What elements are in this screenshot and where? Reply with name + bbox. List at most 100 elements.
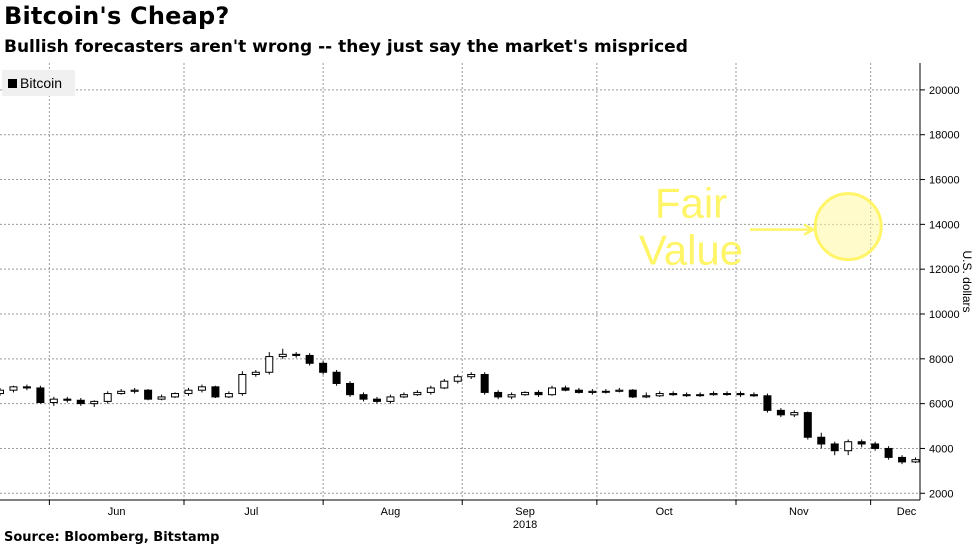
annotation-text-line: Fair bbox=[655, 180, 727, 227]
candle-body-up bbox=[440, 380, 449, 389]
candle-body-up bbox=[278, 353, 287, 358]
legend-label: Bitcoin bbox=[20, 75, 62, 91]
candle-body-down bbox=[22, 386, 31, 389]
candle-body-down bbox=[144, 389, 153, 400]
candle-body-down bbox=[63, 398, 72, 401]
candle-body-up bbox=[413, 391, 422, 396]
x-tick-label: Nov bbox=[789, 506, 809, 518]
candle-body-down bbox=[534, 391, 543, 396]
x-tick-label: Dec bbox=[897, 506, 917, 518]
candle-body-up bbox=[453, 376, 462, 382]
candle-body-up bbox=[386, 396, 395, 402]
candle-body-down bbox=[871, 443, 880, 449]
candle-body-down bbox=[561, 387, 570, 391]
candle-body-down bbox=[76, 399, 85, 405]
candle-body-up bbox=[844, 441, 853, 452]
candle-body-down bbox=[736, 393, 745, 396]
candle-body-up bbox=[723, 393, 732, 396]
candle-body-up bbox=[251, 371, 260, 376]
y-tick-label: 12000 bbox=[929, 264, 960, 276]
grid-layer bbox=[0, 63, 920, 500]
candle-body-up bbox=[467, 374, 476, 378]
y-tick-label: 20000 bbox=[929, 85, 960, 97]
candle-body-up bbox=[507, 394, 516, 398]
candle-body-up bbox=[157, 396, 166, 400]
candle-body-down bbox=[494, 391, 503, 398]
x-tick-label: Aug bbox=[381, 506, 401, 518]
candle-body-up bbox=[9, 386, 18, 391]
candle-body-down bbox=[346, 382, 355, 396]
candle-layer bbox=[0, 348, 920, 465]
candle-body-down bbox=[628, 389, 637, 398]
candle-body-down bbox=[857, 441, 866, 445]
candle-body-down bbox=[319, 362, 328, 373]
candle-body-down bbox=[359, 394, 368, 400]
candle-body-up bbox=[117, 390, 126, 395]
candle-body-down bbox=[332, 371, 341, 384]
candle-body-up bbox=[224, 393, 233, 398]
y-tick-label: 4000 bbox=[929, 443, 953, 455]
candle-body-up bbox=[0, 389, 4, 395]
y-tick-label: 8000 bbox=[929, 354, 953, 366]
y-tick-label: 16000 bbox=[929, 175, 960, 187]
candle-body-up bbox=[709, 393, 718, 396]
x-tick-label: Jul bbox=[244, 506, 258, 518]
x-tick-label: Sep bbox=[515, 506, 535, 518]
axis-layer: 2000 4000 6000 8000 10000 12000 14000 16000 1800… bbox=[0, 63, 974, 531]
candle-body-down bbox=[898, 456, 907, 463]
y-tick-label: 18000 bbox=[929, 130, 960, 142]
y-axis-label: U.S. dollars bbox=[960, 250, 974, 312]
candle-body-up bbox=[601, 390, 610, 393]
candle-body-down bbox=[830, 443, 839, 452]
candle-body-up bbox=[911, 459, 920, 463]
candle-body-down bbox=[574, 389, 583, 393]
candle-body-up bbox=[184, 389, 193, 395]
candle-body-up bbox=[399, 394, 408, 398]
candle-body-down bbox=[211, 386, 220, 398]
candle-body-up bbox=[238, 374, 247, 395]
candle-body-down bbox=[292, 353, 301, 356]
candle-body-up bbox=[521, 391, 530, 396]
chart-subtitle: Bullish forecasters aren't wrong -- they… bbox=[4, 37, 688, 57]
y-tick-label: 10000 bbox=[929, 309, 960, 321]
candle-body-down bbox=[36, 387, 45, 404]
candle-body-up bbox=[790, 412, 799, 416]
legend-swatch bbox=[8, 79, 17, 88]
candle-body-up bbox=[426, 387, 435, 393]
candle-body-up bbox=[682, 394, 691, 397]
candle-body-up bbox=[90, 400, 99, 405]
candle-body-up bbox=[642, 395, 651, 398]
candle-body-up bbox=[588, 390, 597, 393]
candle-body-down bbox=[763, 395, 772, 411]
fair-value-circle bbox=[813, 192, 883, 262]
candle-body-down bbox=[817, 436, 826, 445]
candle-body-up bbox=[130, 389, 139, 392]
candle-body-down bbox=[372, 398, 381, 402]
annotation-arrow-head bbox=[803, 223, 816, 236]
annotation-text-line: Value bbox=[639, 227, 743, 274]
candle-body-down bbox=[305, 354, 314, 364]
x-tick-label: Jun bbox=[108, 506, 126, 518]
y-tick-label: 14000 bbox=[929, 219, 960, 231]
x-year-label: 2018 bbox=[513, 519, 537, 531]
y-tick-label: 6000 bbox=[929, 399, 953, 411]
candle-body-down bbox=[884, 447, 893, 458]
candle-body-down bbox=[749, 394, 758, 397]
chart-title: Bitcoin's Cheap? bbox=[4, 2, 230, 30]
candle-body-up bbox=[265, 356, 274, 373]
candle-body-down bbox=[776, 409, 785, 416]
candle-body-down bbox=[669, 393, 678, 396]
candle-body-up bbox=[103, 393, 112, 402]
candle-body-down bbox=[480, 374, 489, 393]
source-note: Source: Bloomberg, Bitstamp bbox=[4, 530, 220, 545]
candle-body-up bbox=[49, 398, 58, 404]
candle-body-up bbox=[696, 394, 705, 397]
y-tick-label: 2000 bbox=[929, 488, 953, 500]
candle-body-up bbox=[548, 387, 556, 396]
candle-body-up bbox=[615, 389, 624, 392]
candle-body-down bbox=[803, 412, 812, 438]
candle-body-up bbox=[197, 386, 206, 391]
legend: Bitcoin bbox=[2, 70, 75, 96]
